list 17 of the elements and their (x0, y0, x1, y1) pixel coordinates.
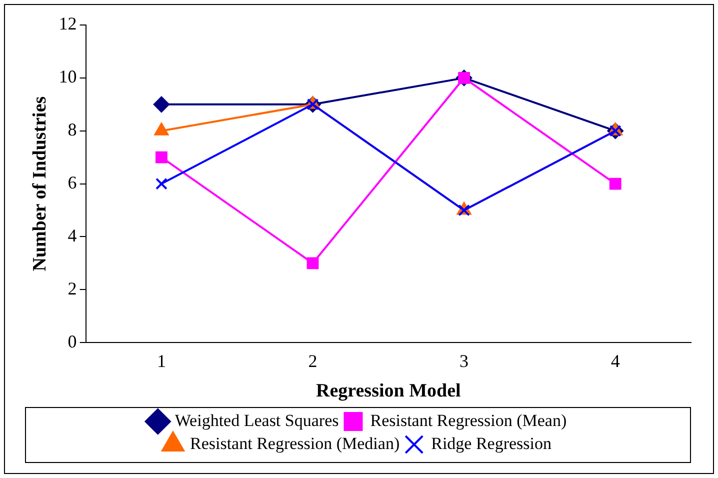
x-tick-label: 1 (156, 351, 166, 372)
legend-label: Ridge Regression (431, 434, 552, 453)
x-tick-label: 3 (460, 351, 469, 372)
y-tick-label: 8 (68, 120, 77, 140)
y-tick-label: 6 (68, 172, 77, 193)
legend-label: Weighted Least Squares (174, 410, 339, 430)
y-tick-label: 10 (58, 66, 77, 87)
x-tick-label: 2 (308, 351, 318, 372)
legend-label: Resistant Regression (Median) (190, 434, 400, 453)
y-tick-label: 12 (58, 14, 77, 34)
x-tick-label: 4 (610, 351, 620, 372)
y-tick-label: 2 (68, 278, 77, 298)
legend-label: Resistant Regression (Mean) (370, 410, 567, 430)
y-tick-label: 4 (68, 225, 77, 246)
y-tick-label: 0 (68, 331, 77, 352)
y-axis-title: Number of Industries (29, 96, 50, 272)
x-axis-title: Regression Model (316, 380, 461, 402)
